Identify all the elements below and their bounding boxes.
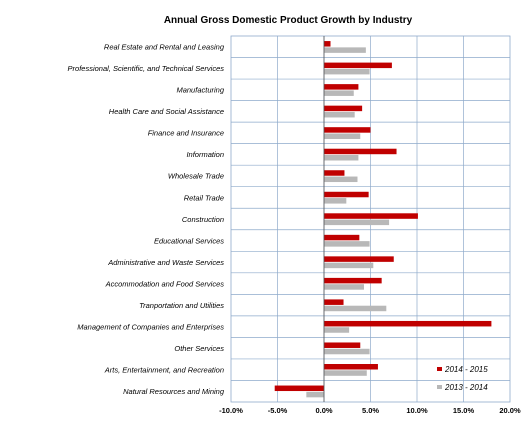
bar-2014-2015 (324, 256, 394, 262)
bar-2014-2015 (324, 191, 369, 198)
bar-2014-2015 (324, 105, 363, 112)
x-tick-label: 10.0% (406, 406, 428, 415)
category-label: Management of Companies and Enterprises (77, 322, 224, 331)
category-label: Wholesale Trade (168, 172, 224, 181)
x-tick-label: 5.0% (362, 406, 379, 415)
bar-2014-2015 (324, 234, 360, 241)
bar-2014-2015 (324, 148, 397, 155)
bar-2014-2015 (324, 364, 378, 370)
x-tick-label: 20.0% (499, 406, 521, 415)
bar-2013-2014 (324, 284, 364, 290)
legend-label: 2013 - 2014 (444, 383, 488, 392)
bar-2014-2015 (324, 213, 418, 219)
category-label: Educational Services (154, 236, 224, 245)
bar-2013-2014 (324, 241, 370, 247)
bar-2014-2015 (324, 127, 371, 133)
bar-2014-2015 (324, 277, 382, 284)
bar-2013-2014 (324, 90, 354, 96)
bar-2013-2014 (324, 47, 366, 53)
x-tick-label: 0.0% (315, 406, 332, 415)
x-tick-labels: -10.0% -5.0% 0.0% 5.0% 10.0% 15.0% 20.0% (219, 406, 521, 415)
category-label: Administrative and Waste Services (107, 258, 224, 267)
legend-label: 2014 - 2015 (444, 365, 488, 374)
category-label: Natural Resources and Mining (123, 387, 225, 396)
category-labels: Real Estate and Rental and Leasing Profes… (68, 43, 225, 396)
category-label: Information (186, 150, 224, 159)
category-label: Arts, Entertainment, and Recreation (104, 366, 224, 375)
category-label: Construction (182, 215, 224, 224)
category-label: Retail Trade (184, 193, 224, 202)
bar-2014-2015 (324, 170, 345, 176)
legend-swatch (437, 367, 442, 371)
x-tick-label: -5.0% (268, 406, 288, 415)
category-label: Finance and Insurance (148, 129, 224, 138)
category-label: Manufacturing (176, 86, 224, 95)
bar-2013-2014 (324, 305, 387, 312)
bar-2013-2014 (324, 262, 374, 269)
bar-2013-2014 (324, 327, 350, 333)
legend: 2014 - 2015 2013 - 2014 (437, 365, 488, 392)
bar-2013-2014 (306, 391, 324, 398)
bars-group (274, 41, 492, 398)
category-label: Professional, Scientific, and Technical … (68, 64, 225, 73)
bar-2014-2015 (324, 41, 331, 47)
x-tick-label: 15.0% (453, 406, 475, 415)
bar-2014-2015 (324, 320, 492, 327)
bar-2014-2015 (324, 299, 344, 305)
bar-2013-2014 (324, 111, 355, 118)
category-label: Accommodation and Food Services (105, 279, 225, 288)
bar-2013-2014 (324, 155, 359, 161)
category-label: Health Care and Social Assistance (109, 107, 224, 116)
category-label: Other Services (174, 344, 224, 353)
bar-2013-2014 (324, 219, 390, 226)
bar-2014-2015 (274, 385, 324, 392)
bar-2013-2014 (324, 68, 370, 75)
bar-2013-2014 (324, 348, 370, 355)
bar-2014-2015 (324, 342, 361, 348)
category-label: Real Estate and Rental and Leasing (104, 43, 225, 52)
bar-2014-2015 (324, 84, 359, 90)
x-tick-label: -10.0% (219, 406, 243, 415)
bar-2013-2014 (324, 198, 347, 204)
bar-2013-2014 (324, 133, 361, 139)
bar-2013-2014 (324, 370, 367, 376)
bar-2013-2014 (324, 176, 358, 183)
legend-swatch (437, 385, 442, 389)
bar-2014-2015 (324, 62, 392, 69)
category-label: Tranportation and Utilities (139, 301, 224, 310)
chart-title: Annual Gross Domestic Product Growth by … (164, 15, 413, 26)
